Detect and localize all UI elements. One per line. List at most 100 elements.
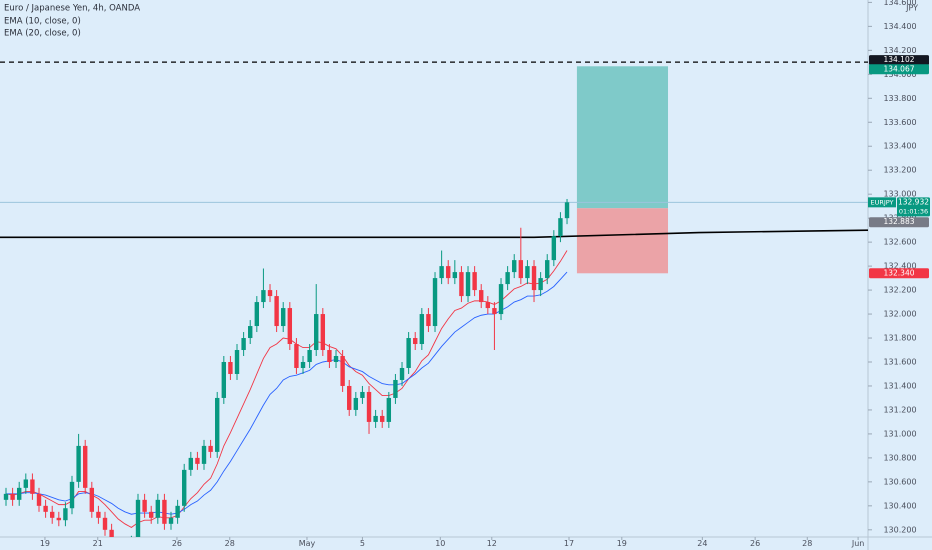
x-tick-label: May (299, 539, 316, 548)
candle-body (366, 391, 372, 422)
x-tick-label: 17 (564, 539, 574, 548)
candle-body (23, 479, 29, 488)
x-tick-label: 10 (435, 539, 445, 548)
candle-body (142, 499, 147, 512)
candle-body (432, 278, 438, 327)
candle-body (485, 302, 491, 309)
candle-body (545, 260, 550, 279)
candle-body (149, 511, 154, 518)
candle-body (241, 338, 246, 351)
candle-body (525, 266, 530, 279)
loss-zone (576, 208, 669, 274)
y-tick-label: 133.000 (883, 190, 916, 199)
candle-body (518, 260, 524, 279)
x-tick-label: 5 (360, 539, 365, 548)
symbol-label: EURJPY (870, 198, 893, 206)
candle-body (472, 272, 477, 291)
candle-body (109, 529, 114, 537)
candle-body (300, 361, 306, 368)
dashed-level-badge (869, 55, 929, 66)
candle-body (155, 499, 161, 518)
candle-body (50, 511, 55, 518)
candle-body (307, 350, 312, 362)
candle-body (320, 314, 326, 351)
candle-body (89, 487, 95, 512)
candle-body (215, 397, 220, 452)
candle-body (439, 266, 444, 279)
candle-body (234, 350, 240, 374)
candle-body (43, 505, 48, 512)
candle-body (386, 397, 392, 422)
candle-body (281, 308, 286, 327)
x-tick-label: 19 (40, 539, 50, 548)
candle-body (347, 385, 352, 410)
y-tick-label: 132.400 (883, 262, 916, 271)
candle-body (413, 338, 418, 345)
candle-body (505, 272, 510, 285)
candle-body (221, 361, 227, 398)
countdown-label: 01:01:36 (899, 207, 928, 215)
target-badge-label: 134.067 (883, 64, 914, 73)
y-tick-label: 130.800 (883, 453, 916, 462)
y-tick-label: 132.600 (883, 238, 916, 247)
y-tick-label: 134.400 (883, 22, 916, 31)
x-tick-label: 24 (697, 539, 707, 548)
y-tick-label: 133.600 (883, 118, 916, 127)
candle-body (551, 236, 557, 261)
candle-body (558, 218, 563, 237)
legend-entry: EMA (20, close, 0) (4, 29, 81, 39)
candle-body (479, 290, 484, 303)
candle-body (452, 272, 458, 279)
entry-badge-label: 132.883 (883, 217, 914, 226)
y-tick-label: 130.600 (883, 477, 916, 486)
y-tick-label: 130.200 (883, 525, 916, 534)
y-tick-label: 131.200 (883, 405, 916, 414)
symbol-badge (868, 197, 896, 208)
candle-body (182, 469, 187, 506)
target-badge (869, 64, 929, 75)
last-price-badge (897, 197, 930, 217)
candle-body (17, 487, 22, 500)
candle-body (538, 278, 543, 291)
ema-line (6, 271, 568, 515)
candle-body (340, 356, 345, 386)
y-tick-label: 130.400 (883, 501, 916, 510)
candle-body (314, 314, 319, 351)
candle-body (287, 308, 293, 345)
y-tick-label: 131.000 (883, 429, 916, 438)
ema-line (5, 250, 568, 528)
candle-body (162, 499, 167, 524)
candle-body (69, 481, 75, 509)
x-tick-label: 28 (225, 539, 235, 548)
y-tick-label: 132.200 (883, 286, 916, 295)
entry-badge (869, 217, 929, 228)
x-tick-label: Jun (851, 539, 865, 548)
y-tick-label: 134.000 (883, 70, 916, 79)
candle-body (248, 326, 253, 339)
candle-body (373, 415, 378, 422)
candle-body (459, 272, 464, 297)
candle-body (492, 308, 497, 315)
candle-body (30, 479, 35, 494)
y-tick-label: 134.600 (883, 0, 916, 7)
candle-body (228, 361, 233, 374)
candle-body (327, 350, 332, 362)
legend-entry: EMA (10, close, 0) (4, 17, 81, 27)
y-tick-label: 133.400 (883, 142, 916, 151)
candle-body (333, 356, 339, 362)
candle-body (465, 272, 471, 297)
candle-body (56, 517, 62, 521)
chart-title: Euro / Japanese Yen, 4h, OANDA (4, 4, 140, 14)
y-tick-label: 133.200 (883, 166, 916, 175)
candle-body (531, 266, 537, 291)
candle-body (36, 493, 42, 506)
candle-body (446, 266, 451, 279)
dashed-level-badge-label: 134.102 (883, 55, 914, 64)
x-tick-label: 26 (750, 539, 760, 548)
candle-body (201, 445, 207, 464)
candle-body (419, 314, 425, 345)
candle-body (393, 379, 398, 398)
candle-body (399, 367, 405, 380)
x-tick-label: 28 (802, 539, 812, 548)
candle-body (564, 202, 570, 219)
